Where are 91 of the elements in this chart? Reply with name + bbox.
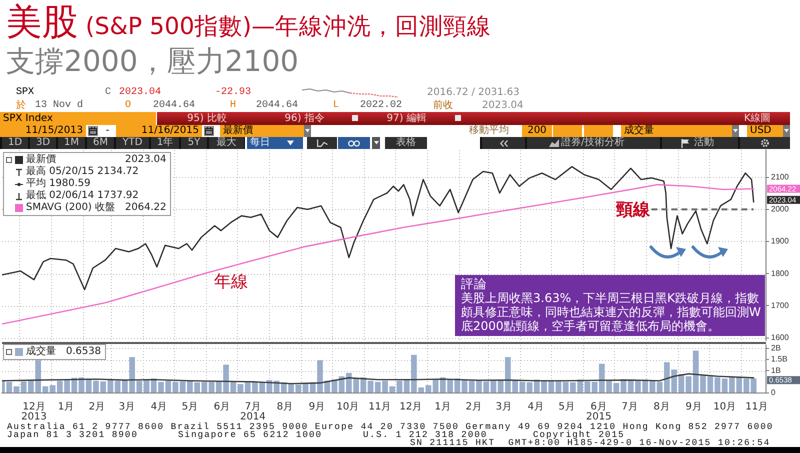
x-tick-label: 6月 2015 [586, 402, 612, 423]
y-tick-label: 2000 [771, 204, 790, 214]
text: L [332, 99, 340, 112]
button: 表格 [385, 137, 427, 149]
text: 2022.02 [359, 99, 404, 112]
text: 2023.04 [481, 99, 524, 112]
y-tick-label: 1600 [771, 332, 790, 342]
button: 1D [2, 137, 28, 149]
x-tick-label: 10月 [336, 402, 360, 413]
text: U.S. 1 212 318 2000 [363, 430, 488, 440]
text: Singapore 65 6212 1000 [178, 430, 322, 440]
annotation: 評論 [461, 276, 488, 291]
text: Australia 61 2 9777 8600 Brazil 5511 2395 9000 Europe 44 20 7330 7500 Germany 49 69 9204 1210 Hong Kong 852 2977 6000 [7, 422, 774, 432]
x-tick-label: 11月 [368, 402, 392, 413]
annotation: 頸線 [616, 200, 650, 220]
annotation: 美股上周收黑3.63%，下半周三根日黑K跌破月線，指數頗具修正意味，同時也結束連六的反彈，指數可能回測W底2000點頸線，空手者可留意逢低布局的機會。 [461, 291, 761, 333]
text: 13 Nov d [34, 99, 84, 112]
chart-title: 美股 (S&P 500指數)—年線沖洗，回測頸線 [6, 2, 492, 43]
x-tick-label: 2月 [88, 402, 106, 413]
button: 活動 [662, 137, 738, 149]
x-tick-label: 8月 [276, 402, 294, 413]
annotation: 最低 02/06/14 1737.92 [26, 190, 139, 202]
annotation: 最高 05/20/15 2134.72 [26, 166, 139, 178]
text: SN 211115 HKT GMT+8:00 H185-429-0 16-Nov-2015 10:26:54 [410, 438, 770, 448]
text: 2044.64 [255, 99, 300, 112]
annotation: 2023.04 [124, 154, 166, 166]
button: 3D [30, 137, 56, 149]
annotation: 0.6538 [65, 346, 101, 358]
x-tick-label: 4月 [528, 402, 544, 413]
x-tick-label: 5月 [182, 402, 198, 413]
x-tick-label: 7月 [622, 402, 638, 413]
button: 最大 [209, 137, 244, 149]
text: 於 [15, 99, 27, 112]
button: 5Y [181, 137, 207, 149]
button: 證券/技術分析 [527, 137, 660, 149]
legend-label: 成交量 [26, 346, 56, 358]
y-tick-label: 2B [771, 344, 781, 353]
x-tick-label: 12月 [399, 402, 422, 413]
text-field: SPX Index [0, 112, 156, 125]
x-tick-label: 1月 [58, 402, 74, 413]
x-tick-label: 4月 [150, 402, 168, 413]
x-tick-label: 10月 [713, 402, 736, 413]
x-tick-label: 2月 [466, 402, 482, 413]
text: 2016.72 / 2031.63 [426, 86, 520, 99]
x-tick-label: 6月 [214, 402, 230, 413]
x-tick-label: 7月 2014 [240, 402, 266, 423]
x-tick-label: 11月 [745, 402, 768, 413]
text: -22.93 [214, 86, 252, 99]
text-field: 200 [522, 125, 552, 137]
x-tick-label: 3月 [118, 402, 136, 413]
y-tick-label: 1700 [771, 300, 790, 310]
text: Japan 81 3 3201 8900 [7, 430, 138, 440]
annotation: 年線 [214, 272, 248, 292]
x-tick-label: 9月 [308, 402, 326, 413]
legend-label: 最新價 [26, 154, 56, 166]
text: K線圖 [743, 112, 772, 125]
y-tick-label: 1800 [771, 268, 790, 278]
x-tick-label: 3月 [496, 402, 512, 413]
text: O [124, 99, 132, 112]
y-tick-label: 0 [771, 388, 776, 398]
dropdown-field: 最新價 [220, 125, 311, 137]
text: C [104, 86, 112, 99]
button: 1年 [151, 137, 179, 149]
y-tick-label: 1.5B [771, 354, 788, 364]
x-tick-label: 5月 [558, 402, 575, 413]
x-tick-label: 9月 [686, 402, 702, 413]
x-tick-label: 8月 [654, 402, 670, 413]
text: 2023.04 [118, 86, 162, 99]
text: 前收 [432, 99, 454, 112]
text: 移動平均 [468, 125, 510, 137]
date-field: 11/16/2015 [116, 125, 202, 137]
text: Copyright 2015 [533, 430, 625, 440]
y-tick-label: 2100 [771, 172, 790, 182]
text: H [229, 99, 238, 112]
legend-label: SMAVG (200) 收盤 [26, 202, 116, 214]
date-field: 11/15/2013 [0, 125, 86, 137]
button: 6M [87, 137, 114, 149]
y-tick-label: 1B [771, 366, 781, 375]
x-tick-label: 1月 [434, 402, 452, 413]
text: 2044.64 [152, 99, 196, 112]
button: 1M [58, 137, 85, 149]
dropdown-field: 每日 [247, 137, 303, 149]
text: SPX [15, 86, 36, 99]
dropdown-field: USD [747, 125, 790, 137]
annotation: 2064.22 [124, 202, 166, 214]
annotation: 平均 1980.59 [26, 178, 91, 190]
x-tick-label: 12月 2013 [21, 402, 47, 423]
button: YTD [116, 137, 149, 149]
chart-subtitle: 支撐2000，壓力2100 [6, 43, 299, 79]
dropdown-field: 成交量 [621, 125, 739, 137]
y-tick-label: 1900 [771, 236, 790, 246]
